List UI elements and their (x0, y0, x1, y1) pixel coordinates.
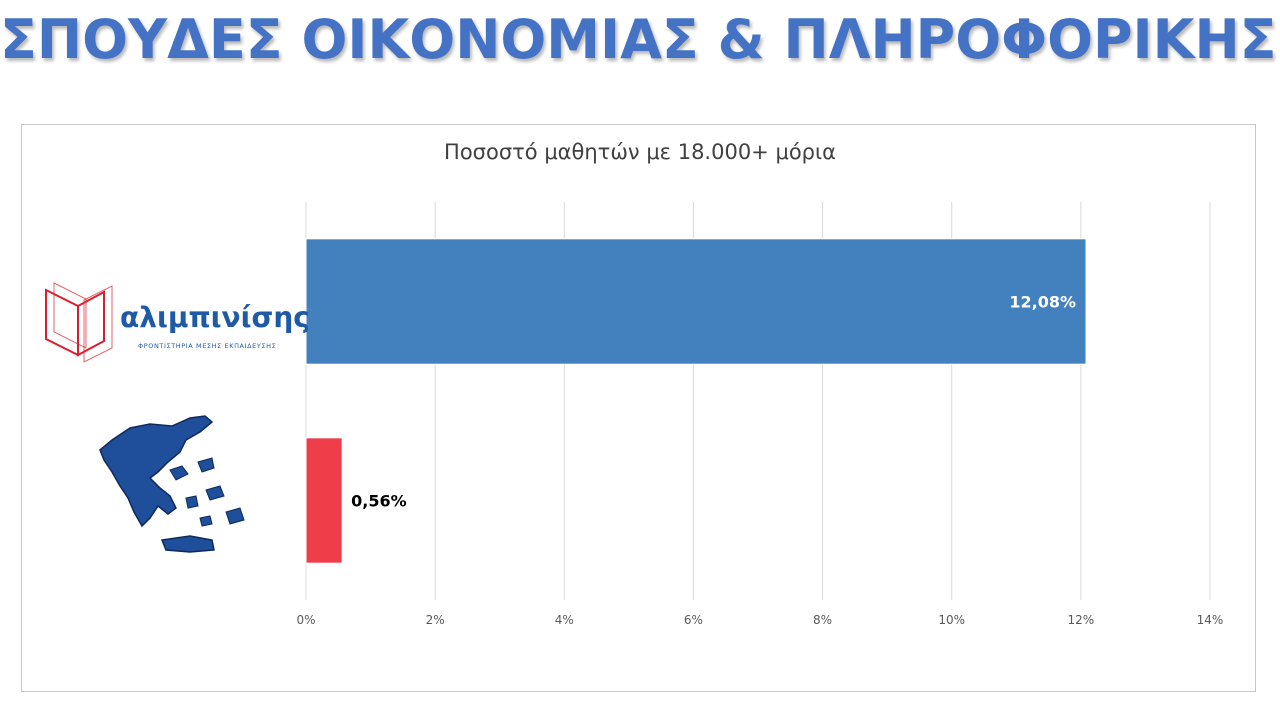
data-label: 0,56% (351, 492, 407, 511)
bar (305, 437, 343, 564)
x-tick-label: 6% (684, 613, 703, 627)
x-tick-label: 2% (426, 613, 445, 627)
x-tick-label: 0% (296, 613, 315, 627)
logo-tagline: ΦΡΟΝΤΙΣΤΗΡΙΑ ΜΕΣΗΣ ΕΚΠΑΙΔΕΥΣΗΣ (138, 342, 276, 350)
x-tick-label: 8% (813, 613, 832, 627)
data-label: 12,08% (1009, 293, 1076, 312)
alimpinisis-logo: αλιμπινίσης ΦΡΟΝΤΙΣΤΗΡΙΑ ΜΕΣΗΣ ΕΚΠΑΙΔΕΥΣ… (45, 282, 310, 363)
bar (305, 238, 1087, 365)
x-axis-ticks: 0% 2% 4% 6% 8% 10% 12% 14% (296, 613, 1223, 627)
x-tick-label: 4% (555, 613, 574, 627)
greece-map-icon (99, 415, 245, 553)
logo-name: αλιμπινίσης (120, 301, 310, 334)
slide-title: ΣΠΟΥΔΕΣ ΟΙΚΟΝΟΜΙΑΣ & ΠΛΗΡΟΦΟΡΙΚΗΣ (0, 8, 1277, 71)
chart-title: Ποσοστό μαθητών με 18.000+ μόρια (444, 140, 836, 164)
x-tick-label: 10% (938, 613, 965, 627)
book-logo-icon (45, 282, 113, 363)
bars (305, 238, 1087, 564)
x-tick-label: 12% (1068, 613, 1095, 627)
chart-frame (21, 124, 1256, 692)
x-tick-label: 14% (1197, 613, 1224, 627)
data-labels: 12,08% 0,56% (351, 293, 1076, 511)
